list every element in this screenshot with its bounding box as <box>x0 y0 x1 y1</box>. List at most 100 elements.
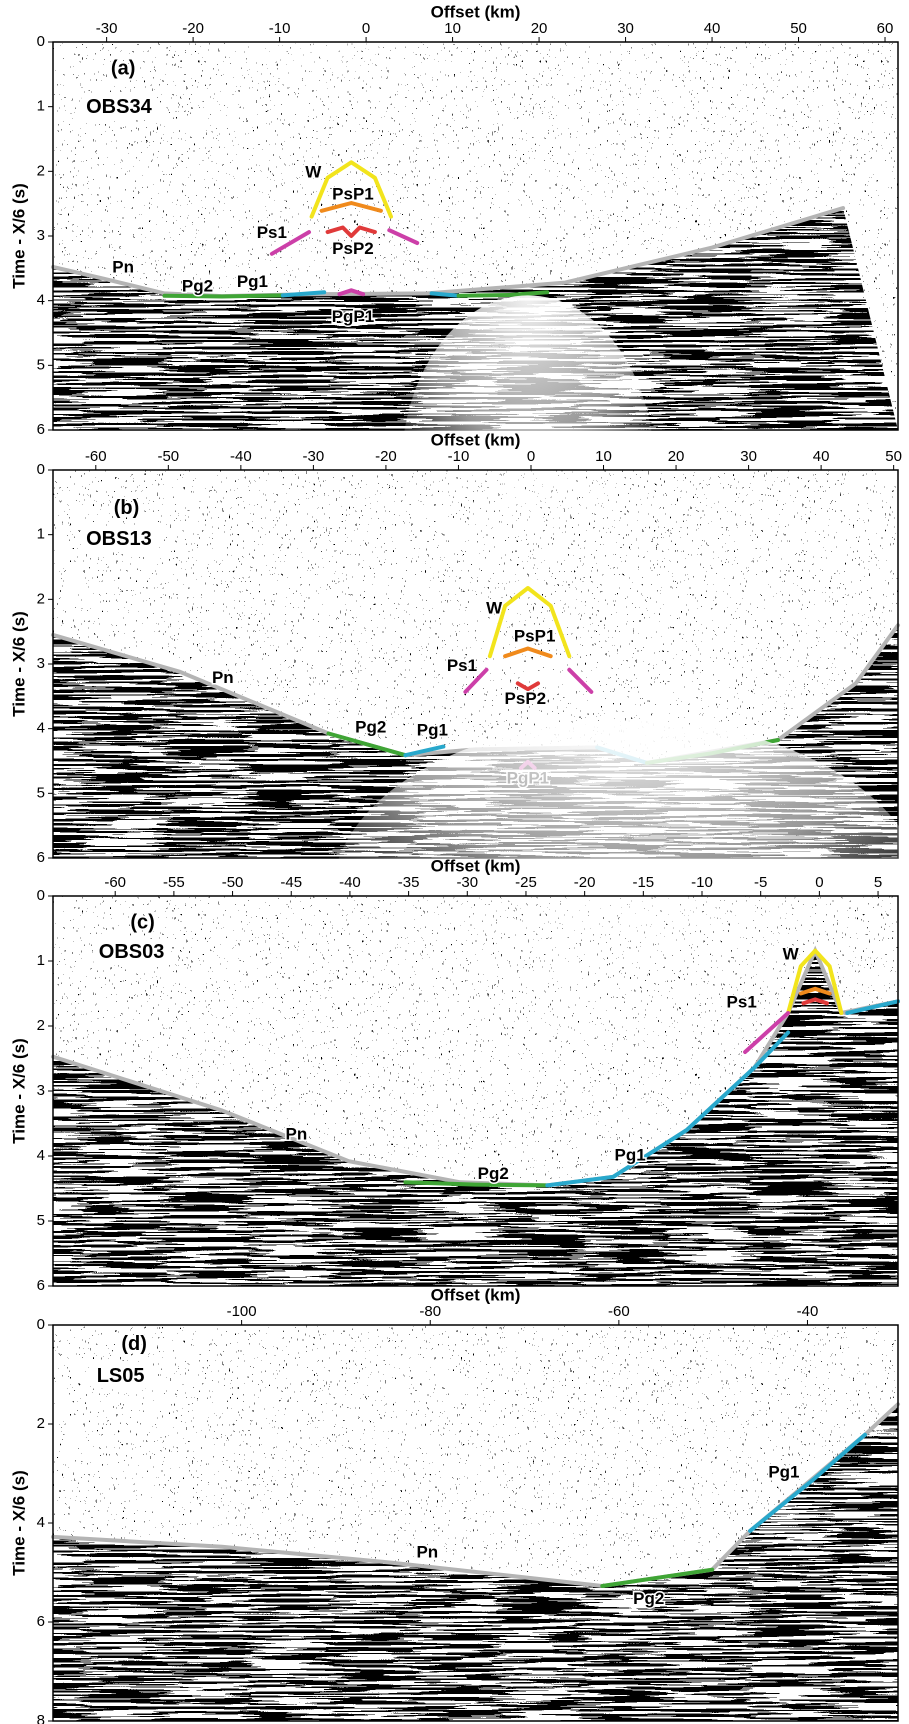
phase-pick <box>798 986 832 996</box>
phase-pick <box>515 681 540 692</box>
panel: -100 -80 -60 -40 0 2 4 6 8 Offset (km) Time - X/6 … <box>9 1285 900 1724</box>
phase-label: Pn <box>212 668 234 687</box>
x-tick-label: -30 <box>456 874 478 891</box>
x-tick-label: 40 <box>704 20 721 37</box>
phase-pick <box>325 225 377 238</box>
station-box <box>93 939 170 966</box>
phase-label: PsP1 <box>332 184 374 203</box>
phase-pick <box>387 228 420 245</box>
x-tick-label: -20 <box>574 874 596 891</box>
phase-pick <box>269 230 311 256</box>
phase-pick <box>801 997 829 1006</box>
phase-pick <box>429 291 461 298</box>
phase-pick <box>567 667 594 694</box>
phase-pick <box>600 1567 715 1588</box>
y-tick-label: 2 <box>37 1017 45 1034</box>
x-tick-label: -20 <box>182 20 204 37</box>
phase-pick <box>845 999 900 1015</box>
panel-label: (c) <box>130 912 154 934</box>
x-tick-label: 5 <box>874 874 882 891</box>
phase-pick <box>309 160 393 219</box>
phase-label: PsP2 <box>505 689 547 708</box>
x-tick-label: -40 <box>230 448 252 465</box>
x-tick-label: 60 <box>877 20 894 37</box>
phase-label: Ps1 <box>727 993 757 1012</box>
phase-pick <box>463 667 489 694</box>
phase-pick <box>748 1432 867 1533</box>
phase-pick <box>487 586 572 659</box>
x-tick-label: -55 <box>163 874 185 891</box>
phase-label: Pg2 <box>355 718 386 737</box>
phase-pick <box>545 1030 791 1188</box>
station-box <box>81 526 157 553</box>
phase-pick <box>403 744 446 758</box>
x-tick-label: -10 <box>691 874 713 891</box>
seismic-arrivals <box>53 1404 898 1721</box>
x-tick-label: -50 <box>222 874 244 891</box>
station-name: LS05 <box>97 1365 145 1387</box>
x-tick-label: 20 <box>531 20 548 37</box>
x-axis-title: Offset (km) <box>431 430 521 449</box>
x-tick-label: 20 <box>668 448 685 465</box>
x-tick-label: -60 <box>608 1303 630 1320</box>
y-tick-label: 5 <box>37 784 45 801</box>
y-tick-label: 4 <box>37 1514 45 1531</box>
phase-label: PsP2 <box>332 239 374 258</box>
phase-pick <box>337 288 366 297</box>
phase-pick <box>743 1011 791 1054</box>
phase-pick <box>403 1180 550 1188</box>
seismic-arrivals <box>53 950 898 1286</box>
y-axis-title: Time - X/6 (s) <box>9 183 28 289</box>
y-tick-label: 4 <box>37 720 45 737</box>
y-tick-label: 5 <box>37 356 45 373</box>
y-tick-label: 2 <box>37 162 45 179</box>
y-tick-label: 2 <box>37 590 45 607</box>
y-tick-label: 2 <box>37 1415 45 1432</box>
y-tick-label: 3 <box>37 1082 45 1099</box>
phase-pick <box>326 731 408 758</box>
y-tick-label: 3 <box>37 655 45 672</box>
x-tick-label: 0 <box>527 448 535 465</box>
x-tick-label: -80 <box>419 1303 441 1320</box>
x-tick-label: 50 <box>885 448 902 465</box>
phase-label: Pg1 <box>768 1463 799 1482</box>
phase-pick <box>319 201 383 213</box>
phase-label: Pg1 <box>417 721 448 740</box>
x-axis-title: Offset (km) <box>431 1285 521 1304</box>
phase-pick <box>162 293 285 299</box>
x-tick-label: 10 <box>595 448 612 465</box>
phase-pick <box>786 948 844 1015</box>
x-tick-label: 0 <box>362 20 370 37</box>
y-tick-label: 8 <box>37 1712 45 1724</box>
x-tick-label: -60 <box>85 448 107 465</box>
x-tick-label: -5 <box>754 874 767 891</box>
station-box <box>81 94 158 121</box>
y-axis-title: Time - X/6 (s) <box>9 611 28 717</box>
x-axis-title: Offset (km) <box>431 856 521 875</box>
x-tick-label: -10 <box>269 20 291 37</box>
phase-label: Ps1 <box>447 656 477 675</box>
y-axis-title: Time - X/6 (s) <box>9 1038 28 1144</box>
x-tick-label: -25 <box>515 874 537 891</box>
x-tick-label: -35 <box>398 874 420 891</box>
y-tick-label: 6 <box>37 1277 45 1294</box>
phase-label: Pg1 <box>237 272 268 291</box>
x-tick-label: -60 <box>104 874 126 891</box>
phase-label: PgP1 <box>332 307 375 326</box>
y-tick-label: 1 <box>37 952 45 969</box>
y-tick-label: 1 <box>37 98 45 115</box>
x-tick-label: -45 <box>280 874 302 891</box>
y-tick-label: 1 <box>37 526 45 543</box>
phase-label: Pn <box>285 1125 307 1144</box>
y-tick-label: 4 <box>37 292 45 309</box>
y-tick-label: 0 <box>37 461 45 478</box>
phase-label: Pg1 <box>615 1146 646 1165</box>
y-tick-label: 5 <box>37 1212 45 1229</box>
x-tick-label: -15 <box>632 874 654 891</box>
x-tick-label: 30 <box>617 20 634 37</box>
panel-label: (a) <box>111 57 135 79</box>
phase-label: Pg2 <box>633 1589 664 1608</box>
x-tick-label: 30 <box>740 448 757 465</box>
x-tick-label: -100 <box>227 1303 257 1320</box>
